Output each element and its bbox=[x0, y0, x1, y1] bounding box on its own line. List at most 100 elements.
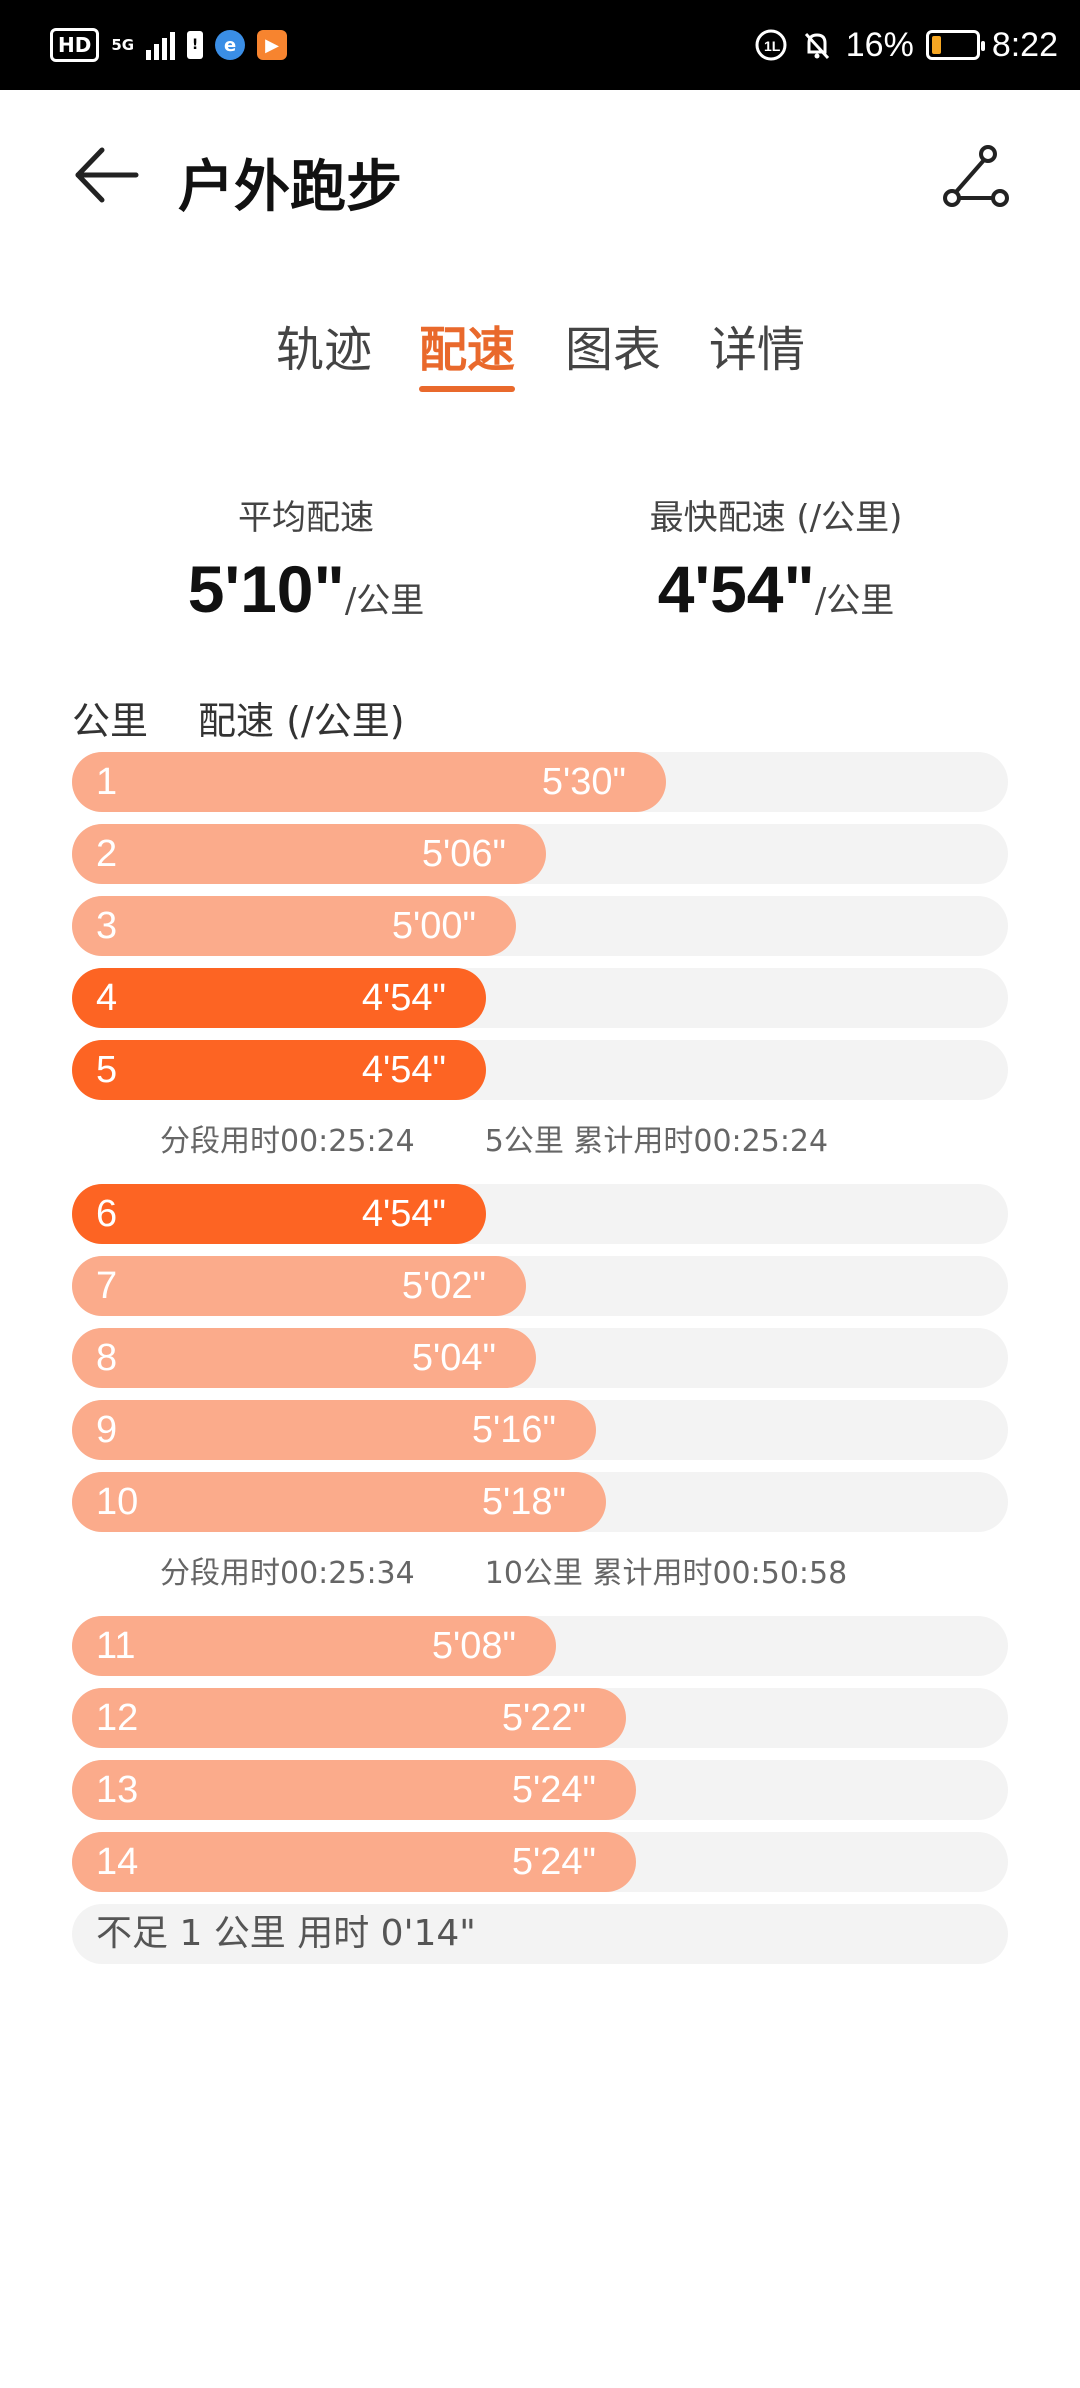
split-pace-label: 5'18" bbox=[481, 1481, 566, 1523]
tab-bar: 轨迹 配速 图表 详情 bbox=[0, 310, 1080, 400]
split-row: 13 5'24" bbox=[72, 1760, 1008, 1820]
tab-details[interactable]: 详情 bbox=[709, 322, 806, 378]
app-header: 户外跑步 bbox=[0, 90, 1080, 260]
split-row: 4 4'54" bbox=[72, 968, 1008, 1028]
tab-charts[interactable]: 图表 bbox=[565, 322, 662, 378]
segment-time: 分段用时00:25:24 bbox=[160, 1124, 415, 1159]
split-pace-label: 5'08" bbox=[431, 1625, 516, 1667]
pace-bar-fill bbox=[72, 968, 486, 1028]
segment-summary: 分段用时00:25:34 10公里 累计用时00:50:58 bbox=[72, 1540, 1008, 1616]
pace-bar-fill bbox=[72, 1616, 556, 1676]
split-km-label: 6 bbox=[96, 1193, 118, 1235]
split-km-label: 4 bbox=[96, 977, 118, 1019]
pace-bar-fill bbox=[72, 1184, 486, 1244]
split-row: 6 4'54" bbox=[72, 1184, 1008, 1244]
status-left: HD 5G ! e ▶ bbox=[50, 0, 288, 90]
split-pace-list: 1 5'30" 2 5'06" 3 5'00" 4 4'54" 5 4'54" 分段用时00:25:… bbox=[72, 752, 1008, 1976]
page-title: 户外跑步 bbox=[178, 155, 402, 220]
pace-bar-fill bbox=[72, 1400, 596, 1460]
signal-icon bbox=[146, 30, 176, 60]
fastest-pace-block: 最快配速 (/公里) 4'54"/公里 bbox=[576, 490, 976, 627]
split-row: 8 5'04" bbox=[72, 1328, 1008, 1388]
split-row: 2 5'06" bbox=[72, 824, 1008, 884]
split-pace-label: 5'22" bbox=[501, 1697, 586, 1739]
split-pace-label: 5'24" bbox=[511, 1769, 596, 1811]
share-icon[interactable] bbox=[940, 142, 1010, 212]
fastest-pace-value: 4'54" bbox=[657, 552, 815, 626]
split-row: 11 5'08" bbox=[72, 1616, 1008, 1676]
pace-bar-fill bbox=[72, 1832, 636, 1892]
km-column-label: 公里 bbox=[72, 699, 149, 743]
network-type-icon: 5G bbox=[111, 36, 135, 54]
split-pace-label: 5'02" bbox=[401, 1265, 486, 1307]
status-bar: HD 5G ! e ▶ 1L 16% 8:22 bbox=[0, 0, 1080, 90]
status-right: 1L 16% 8:22 bbox=[754, 0, 1058, 90]
split-km-label: 1 bbox=[96, 761, 118, 803]
pace-bar-fill bbox=[72, 896, 516, 956]
split-pace-label: 5'04" bbox=[411, 1337, 496, 1379]
tab-track[interactable]: 轨迹 bbox=[276, 322, 373, 378]
fastest-pace-unit: /公里 bbox=[814, 581, 895, 621]
battery-icon bbox=[925, 30, 985, 60]
pace-bar-fill bbox=[72, 1472, 606, 1532]
split-km-label: 3 bbox=[96, 905, 118, 947]
pace-column-label: 配速 (/公里) bbox=[198, 699, 405, 743]
pace-summary: 平均配速 5'10"/公里 最快配速 (/公里) 4'54"/公里 bbox=[0, 490, 1080, 640]
split-row: 3 5'00" bbox=[72, 896, 1008, 956]
pace-bar-fill bbox=[72, 1328, 536, 1388]
pace-bar-fill bbox=[72, 1256, 526, 1316]
back-arrow-icon[interactable] bbox=[72, 140, 142, 210]
split-row: 1 5'30" bbox=[72, 752, 1008, 812]
cumulative-time: 5公里 累计用时00:25:24 bbox=[484, 1124, 829, 1159]
pace-bar-fill bbox=[72, 1688, 626, 1748]
split-list-header: 公里 配速 (/公里) bbox=[72, 690, 455, 745]
split-km-label: 7 bbox=[96, 1265, 118, 1307]
segment-summary: 分段用时00:25:24 5公里 累计用时00:25:24 bbox=[72, 1108, 1008, 1184]
average-pace-block: 平均配速 5'10"/公里 bbox=[106, 490, 506, 627]
split-km-label: 13 bbox=[96, 1769, 139, 1811]
average-pace-value: 5'10" bbox=[187, 552, 345, 626]
split-km-label: 8 bbox=[96, 1337, 118, 1379]
hd-icon: HD bbox=[50, 28, 100, 62]
browser-app-icon: e bbox=[215, 30, 246, 60]
split-km-label: 2 bbox=[96, 833, 118, 875]
split-row: 10 5'18" bbox=[72, 1472, 1008, 1532]
split-row: 9 5'16" bbox=[72, 1400, 1008, 1460]
split-km-label: 5 bbox=[96, 1049, 118, 1091]
split-row: 14 5'24" bbox=[72, 1832, 1008, 1892]
tab-pace[interactable]: 配速 bbox=[419, 322, 516, 378]
split-pace-label: 4'54" bbox=[361, 977, 446, 1019]
average-pace-label: 平均配速 bbox=[238, 498, 374, 538]
split-km-label: 10 bbox=[96, 1481, 139, 1523]
mute-bell-icon bbox=[804, 32, 829, 60]
split-km-label: 12 bbox=[96, 1697, 139, 1739]
split-pace-label: 5'24" bbox=[511, 1841, 596, 1883]
split-pace-label: 5'16" bbox=[471, 1409, 556, 1451]
video-app-icon: ▶ bbox=[257, 30, 288, 60]
split-pace-label: 4'54" bbox=[361, 1193, 446, 1235]
split-pace-label: 5'06" bbox=[421, 833, 506, 875]
fastest-pace-label: 最快配速 (/公里) bbox=[649, 498, 903, 538]
active-tab-indicator bbox=[419, 386, 515, 392]
split-pace-label: 4'54" bbox=[361, 1049, 446, 1091]
average-pace-unit: /公里 bbox=[344, 581, 425, 621]
split-km-label: 9 bbox=[96, 1409, 118, 1451]
remainder-row: 不足 1 公里 用时 0'14" bbox=[72, 1904, 1008, 1964]
split-row: 7 5'02" bbox=[72, 1256, 1008, 1316]
cumulative-time: 10公里 累计用时00:50:58 bbox=[484, 1556, 848, 1591]
pace-bar-fill bbox=[72, 1040, 486, 1100]
split-km-label: 11 bbox=[96, 1625, 136, 1667]
split-km-label: 14 bbox=[96, 1841, 139, 1883]
nfc-icon: 1L bbox=[755, 29, 787, 61]
pace-bar-fill bbox=[72, 752, 666, 812]
battery-percent: 16% bbox=[845, 25, 914, 64]
pace-bar-fill bbox=[72, 824, 546, 884]
remainder-text: 不足 1 公里 用时 0'14" bbox=[96, 1913, 476, 1954]
split-row: 5 4'54" bbox=[72, 1040, 1008, 1100]
pace-bar-fill bbox=[72, 1760, 636, 1820]
split-pace-label: 5'00" bbox=[391, 905, 476, 947]
clock: 8:22 bbox=[991, 25, 1058, 64]
split-pace-label: 5'30" bbox=[541, 761, 626, 803]
svg-text:1L: 1L bbox=[764, 38, 781, 54]
split-row: 12 5'22" bbox=[72, 1688, 1008, 1748]
